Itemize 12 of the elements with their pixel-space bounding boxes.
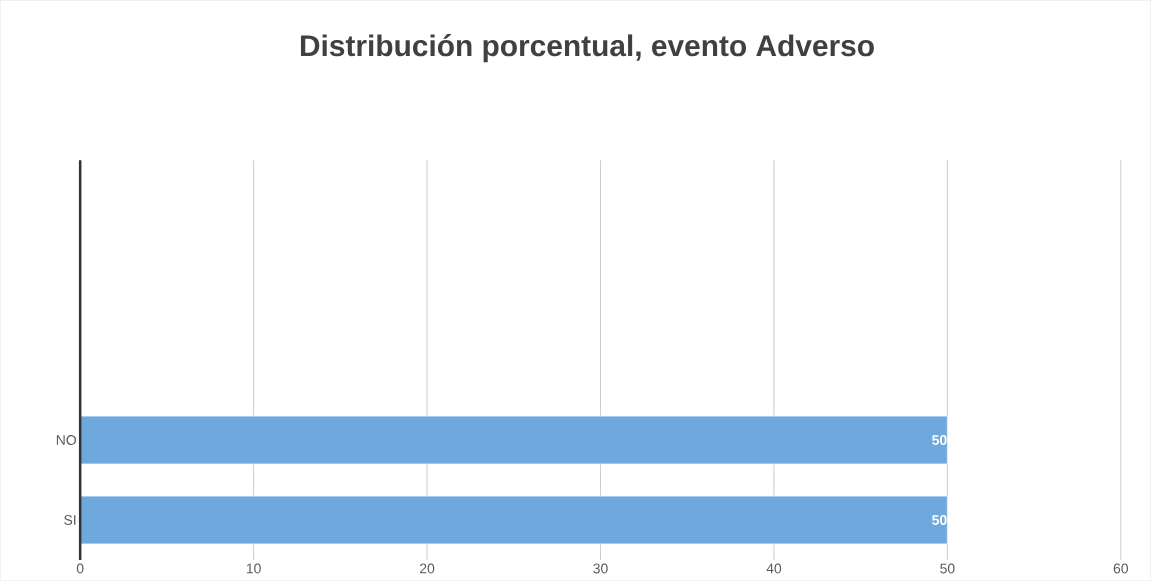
x-tick-label: 50 — [940, 563, 955, 574]
y-tick-label: NO — [56, 435, 76, 445]
x-tick-label: 0 — [76, 563, 84, 574]
chart-title: Distribución porcentual, evento Adverso — [300, 34, 874, 63]
x-tick-label: 10 — [246, 563, 261, 574]
y-tick-label: SI — [64, 514, 76, 525]
data-label: 50 — [932, 435, 947, 445]
x-tick-label: 20 — [420, 563, 435, 574]
x-tick-label: 40 — [766, 563, 782, 574]
x-tick-label: 30 — [593, 563, 608, 574]
x-tick-label: 60 — [1113, 563, 1129, 574]
data-label: 50 — [932, 514, 947, 525]
